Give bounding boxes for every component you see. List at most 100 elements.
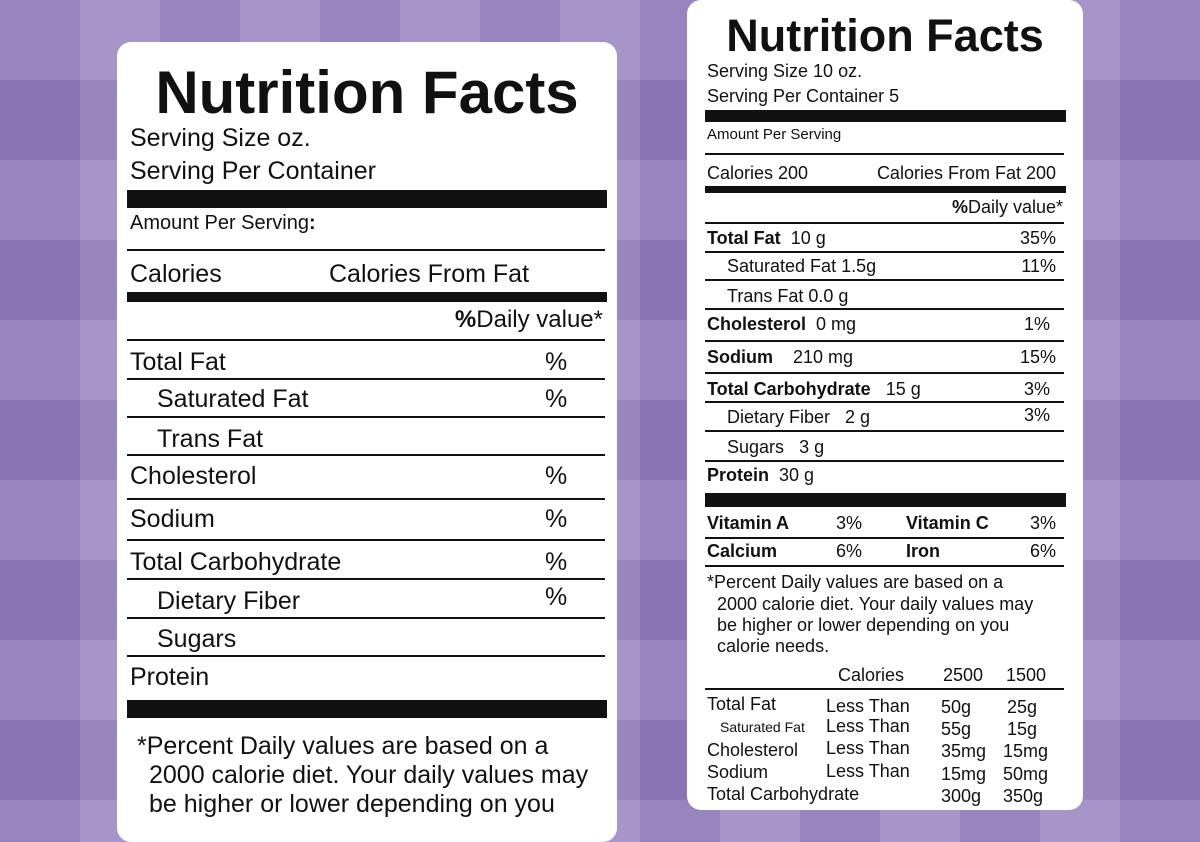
right-vitamin-a-pct: 3% [836, 513, 863, 533]
dv-row-qualifier: Less Than [826, 738, 910, 758]
right-daily-value-header: %Daily value* [952, 197, 1063, 218]
right-pct-cholesterol: 1% [1023, 314, 1050, 334]
left-row-total-fat: Total Fat [130, 348, 226, 376]
right-amount-per-serving: Amount Per Serving [707, 126, 842, 143]
right-divider [705, 251, 1064, 253]
left-thick-bar-2 [127, 292, 607, 302]
right-thick-bar-3 [705, 493, 1066, 507]
left-divider [127, 578, 605, 580]
left-thick-bar-1 [127, 190, 607, 208]
left-divider [127, 378, 605, 380]
dv-header-2500: 2500 [943, 665, 984, 685]
left-amount-colon: : [308, 212, 316, 234]
right-row-protein: Protein 30 g [707, 465, 814, 486]
right-vitamin-c-pct: 3% [1029, 513, 1056, 533]
left-footnote-1: *Percent Daily values are based on a [137, 732, 549, 760]
right-title: Nutrition Facts [726, 10, 1044, 61]
left-row-trans-fat: Trans Fat [157, 425, 264, 453]
right-footnote-1: *Percent Daily values are based on a [707, 572, 1004, 592]
right-calcium-pct: 6% [836, 541, 863, 561]
right-divider [705, 308, 1064, 310]
left-calories: Calories [130, 260, 222, 288]
left-footnote-3: be higher or lower depending on you [149, 790, 555, 818]
dv-row-nutrient: Cholesterol [707, 740, 799, 760]
left-row-dietary-fiber: Dietary Fiber [157, 587, 301, 615]
dv-row-nutrient: Total Carbohydrate [707, 784, 860, 804]
left-amount-per-serving: Amount Per Serving: [130, 212, 316, 235]
dv-row-qualifier: Less Than [826, 761, 910, 781]
right-row-sodium: Sodium 210 mg [707, 347, 853, 368]
right-calories-from-fat: Calories From Fat 200 [876, 163, 1056, 183]
left-pct-saturated-fat: % [545, 385, 568, 413]
right-saturated-fat-label: Saturated Fat [727, 256, 837, 276]
right-row-dietary-fiber: Dietary Fiber 2 g [727, 407, 870, 428]
left-serving-per-container: Serving Per Container [130, 157, 376, 185]
left-row-total-carbohydrate: Total Carbohydrate [130, 548, 342, 576]
right-trans-fat-label: Trans Fat [727, 286, 804, 306]
left-nutrition-label: Nutrition Facts Serving Size oz. Serving… [117, 42, 617, 842]
right-row-sugars: Sugars 3 g [727, 437, 824, 458]
right-total-carbohydrate-amount: 15 g [885, 379, 921, 399]
right-row-trans-fat: Trans Fat 0.0 g [727, 286, 848, 307]
right-row-cholesterol: Cholesterol 0 mg [707, 314, 856, 335]
right-saturated-fat-amount: 1.5g [841, 256, 877, 276]
right-daily-value-label: Daily value* [967, 197, 1063, 217]
right-sugars-amount: 3 g [799, 437, 825, 457]
right-dietary-fiber-amount: 2 g [845, 407, 871, 427]
left-pct-symbol: % [454, 306, 477, 333]
dv-row-qualifier: Less Than [826, 696, 910, 716]
right-thick-bar-2 [705, 186, 1066, 193]
left-divider [127, 617, 605, 619]
left-divider [127, 249, 605, 251]
right-divider [705, 460, 1064, 462]
right-vitamin-c-label: Vitamin C [906, 513, 989, 533]
right-divider [705, 340, 1064, 342]
right-serving-size: Serving Size 10 oz. [707, 61, 863, 81]
right-protein-amount: 30 g [779, 465, 815, 485]
left-pct-total-carbohydrate: % [545, 548, 568, 576]
left-pct-sodium: % [545, 505, 568, 533]
right-row-total-carbohydrate: Total Carbohydrate 15 g [707, 379, 921, 400]
right-divider [705, 565, 1064, 567]
left-row-saturated-fat: Saturated Fat [157, 385, 309, 413]
right-total-fat-label: Total Fat [707, 228, 781, 248]
right-calories: Calories 200 [707, 163, 809, 183]
right-pct-sodium: 15% [1019, 347, 1056, 367]
right-divider [705, 372, 1064, 374]
dv-row-2500: 50g [941, 697, 972, 717]
right-iron-pct: 6% [1029, 541, 1056, 561]
right-divider [705, 430, 1064, 432]
right-pct-symbol: % [951, 197, 968, 217]
left-divider [127, 454, 605, 456]
left-divider [127, 339, 605, 341]
dv-row-2500: 55g [941, 719, 972, 739]
left-footnote-2: 2000 calorie diet. Your daily values may [149, 761, 589, 789]
left-pct-dietary-fiber: % [545, 583, 568, 611]
dv-row-1500: 15mg [1003, 741, 1049, 761]
left-title: Nutrition Facts [155, 59, 579, 126]
right-thick-bar-1 [705, 110, 1066, 122]
right-footnote-2: 2000 calorie diet. Your daily values may [717, 594, 1034, 614]
right-total-fat-amount: 10 g [790, 228, 826, 248]
dv-header-calories: Calories [838, 665, 905, 685]
right-divider [705, 401, 1064, 403]
right-footnote-3: be higher or lower depending on you [717, 615, 1010, 635]
left-pct-total-fat: % [545, 348, 568, 376]
right-dietary-fiber-label: Dietary Fiber [727, 407, 831, 427]
left-row-sugars: Sugars [157, 625, 237, 653]
dv-row-1500: 350g [1003, 786, 1044, 806]
right-nutrition-label: Nutrition Facts Serving Size 10 oz. Serv… [687, 0, 1083, 810]
right-row-saturated-fat: Saturated Fat 1.5g [727, 256, 876, 277]
left-thick-bar-3 [127, 700, 607, 718]
dv-row-1500: 25g [1007, 697, 1038, 717]
dv-row-qualifier: Less Than [826, 716, 910, 736]
right-total-carbohydrate-label: Total Carbohydrate [707, 379, 871, 399]
right-divider [705, 688, 1064, 690]
right-sodium-amount: 210 mg [793, 347, 854, 367]
right-divider [705, 222, 1064, 224]
left-pct-cholesterol: % [545, 462, 568, 490]
dv-row-nutrient: Saturated Fat [720, 719, 805, 735]
right-calcium-label: Calcium [707, 541, 778, 561]
dv-row-1500: 15g [1007, 719, 1038, 739]
right-pct-dietary-fiber: 3% [1023, 405, 1050, 425]
